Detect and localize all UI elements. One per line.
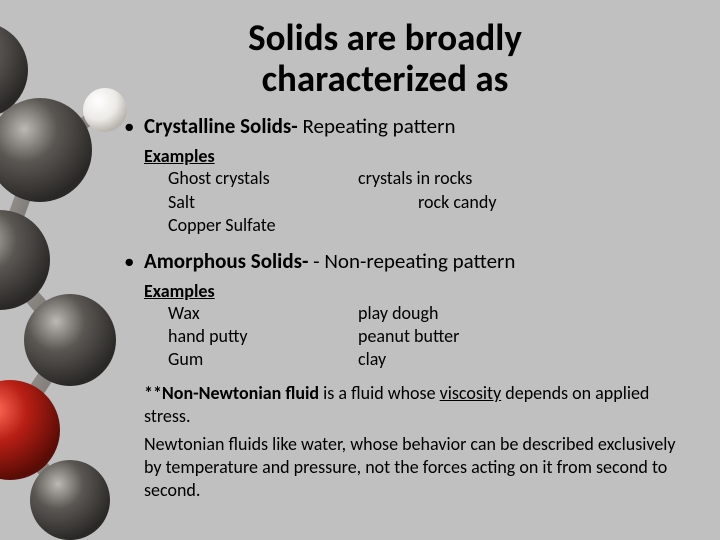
example-cell: rock candy [358, 191, 690, 214]
example-cell: hand putty [168, 325, 358, 348]
slide-title: Solids are broadly characterized as [80, 18, 690, 99]
bullet-crystalline-rest: Repeating pattern [302, 113, 455, 139]
example-row: Ghost crystals crystals in rocks [168, 167, 690, 190]
bullet-amorphous: Amorphous Solids- - Non-repeating patter… [120, 248, 690, 274]
examples-grid-1: Ghost crystals crystals in rocks Salt ro… [168, 167, 690, 237]
examples-header-2: Examples [144, 280, 690, 302]
footnote-underlined: viscosity [440, 382, 502, 404]
bullet-crystalline-bold: Crystalline Solids- [144, 113, 302, 139]
example-cell: Salt [168, 191, 358, 214]
bullet-amorphous-bold: Amorphous Solids- [144, 248, 313, 274]
footnote-mid1: is a fluid whose [319, 382, 440, 404]
example-cell: Wax [168, 302, 358, 325]
example-row: Gum clay [168, 348, 690, 371]
slide-content: Solids are broadly characterized as Crys… [0, 0, 720, 521]
footnote-para2: Newtonian fluids like water, whose behav… [144, 433, 690, 503]
example-cell: crystals in rocks [358, 167, 690, 190]
example-cell: Gum [168, 348, 358, 371]
example-cell: clay [358, 348, 690, 371]
example-cell: play dough [358, 302, 690, 325]
example-cell: Ghost crystals [168, 167, 358, 190]
examples-grid-2: Wax play dough hand putty peanut butter … [168, 302, 690, 372]
example-cell: Copper Sulfate [168, 214, 358, 237]
bullet-crystalline: Crystalline Solids- Repeating pattern [120, 113, 690, 139]
example-row: hand putty peanut butter [168, 325, 690, 348]
title-line-1: Solids are broadly [248, 15, 522, 60]
footnote: **Non-Newtonian fluid is a fluid whose v… [144, 382, 690, 429]
example-cell [358, 214, 690, 237]
title-line-2: characterized as [262, 56, 509, 101]
bullet-amorphous-rest: - Non-repeating pattern [313, 248, 515, 274]
example-row: Copper Sulfate [168, 214, 690, 237]
example-row: Wax play dough [168, 302, 690, 325]
example-row: Salt rock candy [168, 191, 690, 214]
examples-header-1: Examples [144, 145, 690, 167]
example-cell: peanut butter [358, 325, 690, 348]
footnote-prefix: **Non-Newtonian fluid [144, 382, 319, 404]
